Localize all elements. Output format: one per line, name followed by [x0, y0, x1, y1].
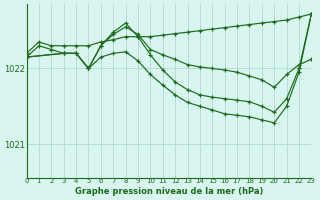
X-axis label: Graphe pression niveau de la mer (hPa): Graphe pression niveau de la mer (hPa) [75, 187, 263, 196]
